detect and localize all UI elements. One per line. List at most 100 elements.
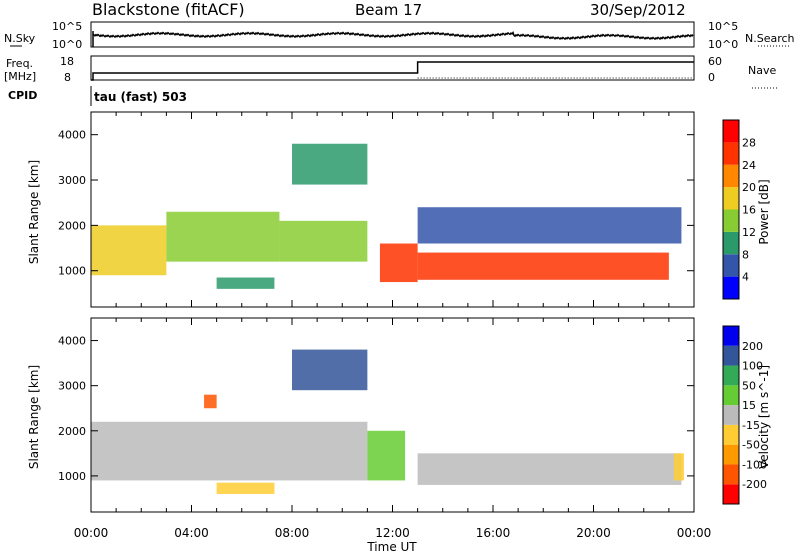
freq-label: Freq. [6,57,33,70]
colorbar-tick-label: 50 [742,379,756,392]
x-tick-label: 04:00 [174,526,209,540]
power-colorbar: 28 24 20 16 12 8 4 [722,119,756,300]
colorbar-tick-label: 100 [742,360,763,373]
data-band-1-3 [216,482,275,494]
colorbar-segment [723,405,739,425]
y-tick-label: 1000 [58,470,86,483]
colorbar-segment [723,424,739,445]
x-tick-label: 08:00 [275,526,310,540]
data-band-1-5 [204,394,217,409]
y-tick-label: 4000 [58,129,86,142]
power-cbar-label: Power [dB] [757,179,771,244]
y-tick-label: 2000 [58,219,86,232]
colorbar-tick-label: 20 [742,181,756,194]
colorbar-segment [723,444,739,465]
freq-panel: Freq. [MHz] 18 8 60 0 Nave [4,55,778,89]
y-tick-label: 3000 [58,380,86,393]
nsky-tick-top: 10^5 [52,20,82,33]
station-title: Blackstone (fitACF) [92,0,245,19]
colorbar-tick-label: 12 [742,226,756,239]
velocity-panel: 1000 2000 3000 4000 Slant Range [km] 200 100… [27,317,771,513]
colorbar-segment [723,365,739,386]
velocity-axes: 1000 2000 3000 4000 [58,318,695,512]
data-band-0-3 [379,243,418,283]
velocity-colorbar: 200 100 50 15 -15 -50 -100 -200 [722,325,767,505]
colorbar-segment [723,120,739,143]
data-band-1-1 [367,430,406,481]
data-band-1-0 [91,421,368,481]
velocity-ylabel: Slant Range [km] [27,365,41,469]
power-panel: 1000 2000 3000 4000 Slant Range [km] 28 24 20… [27,111,771,308]
data-band-0-7 [417,207,682,244]
colorbar-segment [723,164,739,188]
freq-tick-bottom: 8 [64,71,71,84]
data-band-1-4 [292,349,368,391]
velocity-cbar-label: Velocity [m s^-1] [757,365,771,469]
colorbar-tick-label: -50 [742,439,760,452]
nsky-frame [90,21,695,48]
freq-trace [91,61,694,81]
y-tick-label: 2000 [58,425,86,438]
velocity-bands [91,349,684,494]
y-tick-label: 4000 [58,335,86,348]
x-axis-label: Time UT [366,540,417,554]
colorbar-segment [723,254,739,277]
colorbar-tick-label: 15 [742,399,756,412]
colorbar-segment [723,385,739,406]
colorbar-segment [723,345,739,366]
data-band-0-1 [166,211,280,262]
x-tick-labels: 00:00 04:00 08:00 12:00 16:00 20:00 00:00 [74,526,712,540]
colorbar-tick-label: 24 [742,159,756,172]
data-band-0-4 [417,252,669,280]
data-band-1-6 [673,453,684,481]
colorbar-tick-label: 28 [742,136,756,149]
nave-tick-top: 60 [708,55,722,68]
nsky-panel: N.Sky 10^5 10^0 10^5 10^0 N.Search [4,20,795,51]
freq-frame [90,55,695,81]
nave-tick-bottom: 0 [708,71,715,84]
colorbar-segment [723,326,739,346]
colorbar-segment [723,276,739,299]
colorbar-tick-label: 4 [742,271,749,284]
nsearch-tick-bottom: 10^0 [708,38,738,51]
freq-unit: [MHz] [4,70,36,83]
colorbar-segment [723,231,739,255]
nsky-trace [92,31,694,47]
cpid-value: tau (fast) 503 [94,90,187,104]
nsky-tick-bottom: 10^0 [52,38,82,51]
colorbar-segment [723,484,739,504]
colorbar-tick-label: 200 [742,340,763,353]
y-tick-label: 1000 [58,265,86,278]
power-axes: 1000 2000 3000 4000 [58,112,695,307]
power-bands [91,143,682,289]
colorbar-segment [723,142,739,165]
nsky-label: N.Sky [4,32,36,45]
colorbar-tick-label: 8 [742,248,749,261]
data-band-0-5 [216,277,275,289]
colorbar-tick-label: 16 [742,204,756,217]
data-band-1-2 [417,453,682,485]
freq-tick-top: 18 [60,55,74,68]
power-ylabel: Slant Range [km] [27,160,41,264]
colorbar-frame [722,325,740,505]
nsearch-tick-top: 10^5 [708,20,738,33]
colorbar-frame [722,119,740,300]
nsearch-label: N.Search [745,32,795,45]
x-tick-label: 00:00 [677,526,712,540]
data-band-0-0 [91,225,167,276]
colorbar-segment [723,209,739,232]
x-tick-label: 12:00 [375,526,410,540]
date-title: 30/Sep/2012 [590,1,686,19]
data-band-0-2 [279,220,368,262]
colorbar-tick-label: -100 [742,458,767,471]
x-tick-label: 00:00 [74,526,109,540]
beam-title: Beam 17 [355,1,422,19]
y-tick-label: 3000 [58,174,86,187]
data-band-0-6 [292,143,368,185]
cpid-label: CPID [8,89,37,102]
nave-label: Nave [748,64,776,77]
colorbar-tick-label: -200 [742,478,767,491]
colorbar-segment [723,464,739,485]
x-tick-label: 20:00 [576,526,611,540]
